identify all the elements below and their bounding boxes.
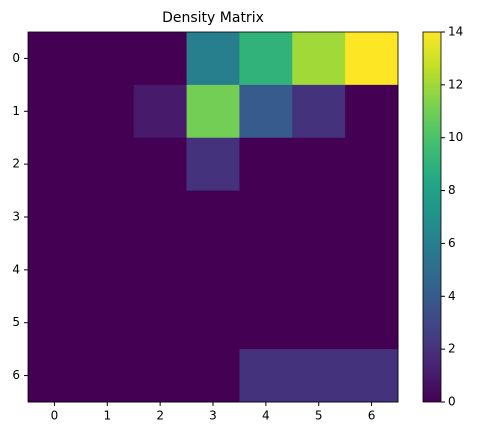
heatmap-cell [345,84,399,139]
heatmap-cell [292,243,346,297]
colorbar-tick-label: 6 [448,236,456,250]
y-tick-label: 4 [12,262,20,276]
heatmap-cell [186,190,240,244]
heatmap-cell [186,296,240,350]
heatmap-cell [28,349,82,403]
heatmap-cell [80,349,135,403]
heatmap-cell [133,243,188,297]
x-tick-label: 4 [262,409,270,423]
heatmap-cell [28,84,82,139]
heatmap-cell [292,137,346,192]
colorbar-tick-label: 14 [448,25,463,39]
heatmap-cell [239,296,293,350]
heatmap-cell [186,84,240,139]
heatmap-cell [292,84,346,139]
colorbar-tick-label: 12 [448,77,463,91]
y-tick-label: 2 [12,157,20,171]
colorbar-tick-label: 0 [448,395,456,409]
heatmap-cell [292,296,346,350]
heatmap-cell [345,137,399,192]
heatmap-cell [133,296,188,350]
heatmap-cell [345,349,399,403]
colorbar-tick-label: 8 [448,183,456,197]
chart-title: Density Matrix [162,10,264,26]
heatmap-cell [239,32,293,86]
x-tick-label: 5 [315,409,323,423]
y-tick-label: 1 [12,104,20,118]
heatmap-cell [239,137,293,192]
y-tick-label: 0 [12,51,20,65]
heatmap-cell [345,32,399,86]
heatmap-cell [345,296,399,350]
heatmap-cell [133,32,188,86]
heatmap-cell [80,32,135,86]
heatmap-cell [186,243,240,297]
heatmap-cell [28,190,82,244]
heatmap-cell [345,190,399,244]
x-tick-label: 2 [156,409,164,423]
heatmap-cell [292,349,346,403]
colorbar [422,31,442,403]
x-tick-label: 3 [209,409,217,423]
heatmap-cell [80,137,135,192]
heatmap-cell [80,296,135,350]
heatmap-cell [239,243,293,297]
heatmap-cell [28,243,82,297]
heatmap-cell [239,349,293,403]
heatmap-cell [133,190,188,244]
colorbar-tick-label: 4 [448,289,456,303]
heatmap-cell [292,32,346,86]
x-tick-label: 1 [103,409,111,423]
x-tick-label: 0 [51,409,59,423]
heatmap-cell [28,296,82,350]
heatmap-cell [28,32,82,86]
x-tick-label: 6 [368,409,376,423]
heatmap-cell [133,137,188,192]
heatmap-cell [80,84,135,139]
heatmap-cell [345,243,399,297]
heatmap-cell [80,190,135,244]
heatmap-cell [80,243,135,297]
y-tick-label: 3 [12,210,20,224]
heatmap-cell [186,137,240,192]
heatmap-cell [28,137,82,192]
y-tick-label: 6 [12,368,20,382]
y-tick-label: 5 [12,315,20,329]
colorbar-tick-label: 2 [448,342,456,356]
heatmap-cell [133,349,188,403]
heatmap-cell [186,349,240,403]
heatmap-cell [186,32,240,86]
colorbar-tick-label: 10 [448,130,463,144]
heatmap-cell [292,190,346,244]
heatmap-cell [239,84,293,139]
heatmap-cell [239,190,293,244]
heatmap-cell [133,84,188,139]
